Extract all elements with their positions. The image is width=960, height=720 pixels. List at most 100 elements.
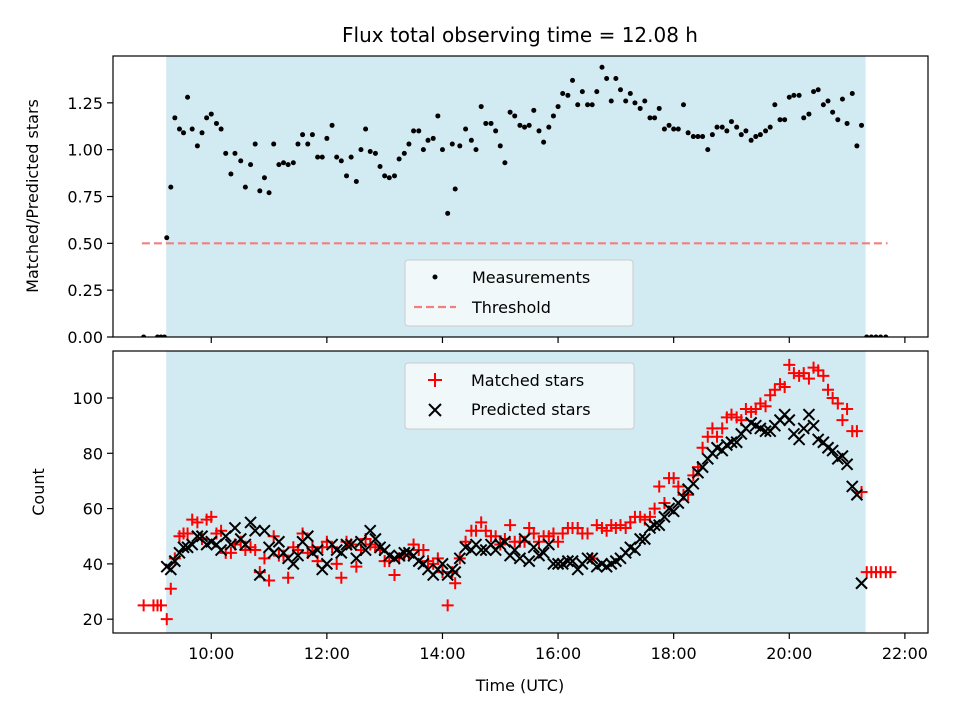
measurement-point: [141, 334, 147, 337]
predicted-star-point: [228, 521, 242, 535]
predicted-star-point: [648, 518, 661, 532]
measurement-point: [661, 126, 667, 132]
measurement-point: [734, 124, 740, 130]
measurement-point: [271, 141, 277, 147]
predicted-star-point: [173, 546, 186, 560]
matched-star-point: [335, 571, 348, 584]
measurement-point: [608, 98, 614, 104]
measurement-point: [411, 128, 417, 134]
top-legend-box: [404, 259, 634, 327]
measurement-point: [478, 104, 484, 110]
measurement-point: [724, 128, 730, 134]
matched-star-point: [350, 560, 363, 573]
matched-star-point: [556, 527, 569, 540]
measurement-point: [782, 117, 788, 123]
predicted-star-point: [840, 458, 854, 471]
measurement-point: [416, 128, 422, 134]
matched-star-point: [696, 441, 709, 454]
measurement-point: [690, 134, 696, 140]
measurement-point: [666, 122, 672, 128]
predicted-star-point: [522, 554, 536, 568]
measurement-point: [449, 141, 455, 147]
matched-star-point: [826, 392, 839, 404]
measurement-point: [791, 92, 797, 98]
predicted-star-point: [398, 546, 411, 560]
measurement-point: [445, 210, 451, 216]
matched-star-point: [590, 519, 603, 532]
predicted-star-point: [354, 535, 368, 548]
measurement-point: [604, 75, 610, 81]
predicted-star-point: [185, 538, 199, 551]
measurement-point: [439, 147, 445, 153]
measurement-point: [560, 90, 566, 96]
measurement-point: [801, 115, 807, 121]
predicted-star-point: [320, 557, 334, 571]
matched-star-point: [817, 369, 830, 382]
matched-star-point: [249, 544, 262, 557]
matched-star-point: [850, 425, 863, 438]
matched-star-point: [479, 524, 492, 537]
predicted-star-point: [335, 546, 348, 560]
measurement-point: [589, 102, 595, 108]
measurement-point: [864, 334, 870, 337]
predicted-star-point: [561, 554, 575, 568]
predicted-star-point: [340, 538, 353, 551]
matched-star-point: [711, 430, 724, 443]
measurement-point: [738, 132, 744, 138]
measurement-point: [652, 115, 658, 121]
matched-star-point: [614, 519, 627, 532]
predicted-star-point: [653, 518, 666, 532]
measurement-point: [671, 126, 677, 132]
matched-star-point: [716, 422, 729, 435]
predicted-star-point: [311, 543, 324, 557]
matched-star-point: [581, 527, 594, 540]
matched-star-point: [667, 472, 680, 485]
bottom-y-tick-label: 80: [83, 444, 103, 463]
measurement-point: [329, 122, 335, 128]
measurement-point: [565, 92, 571, 98]
measurement-point: [811, 89, 817, 95]
legend-measurements-marker: [432, 274, 438, 280]
top-panel: 0.00 0.25 0.50 0.75 1.00 1.25: [67, 55, 929, 347]
matched-star-point: [388, 568, 401, 581]
predicted-star-point: [301, 530, 314, 543]
measurement-point: [579, 89, 585, 95]
measurement-point: [382, 173, 388, 179]
measurement-point: [483, 120, 489, 126]
measurement-point: [305, 141, 311, 147]
top-y-tick-label: 1.25: [67, 94, 103, 113]
predicted-star-point: [792, 433, 806, 446]
measurement-point: [757, 132, 763, 138]
measurement-point: [185, 94, 191, 100]
measurement-point: [531, 107, 537, 113]
measurement-point: [493, 128, 499, 134]
predicted-star-point: [258, 524, 271, 537]
bottom-y-tick-label: 100: [72, 389, 103, 408]
top-plot-area: [141, 64, 889, 337]
legend-predicted-marker: [428, 403, 442, 417]
measurement-point: [623, 98, 629, 104]
measurement-point: [488, 120, 494, 126]
measurement-point: [777, 117, 783, 123]
matched-star-point: [687, 469, 700, 482]
predicted-star-point: [248, 524, 262, 537]
matched-star-point: [417, 544, 430, 557]
predicted-star-point: [474, 543, 488, 557]
predicted-star-point: [846, 480, 859, 493]
predicted-star-point: [498, 535, 512, 548]
predicted-star-point: [802, 408, 816, 421]
measurement-point: [386, 175, 392, 181]
matched-star-point: [802, 372, 815, 385]
top-y-tick-label: 0.00: [67, 328, 103, 347]
measurement-point: [290, 160, 296, 166]
measurement-point: [164, 235, 170, 241]
x-tick-label: 20:00: [766, 644, 812, 663]
matched-star-point: [822, 383, 835, 396]
predicted-star-point: [244, 516, 257, 529]
matched-star-point: [205, 510, 218, 523]
predicted-star-point: [267, 546, 280, 560]
predicted-star-point: [725, 436, 738, 449]
top-legend: Measurements Threshold: [404, 259, 634, 327]
predicted-star-point: [696, 460, 709, 474]
